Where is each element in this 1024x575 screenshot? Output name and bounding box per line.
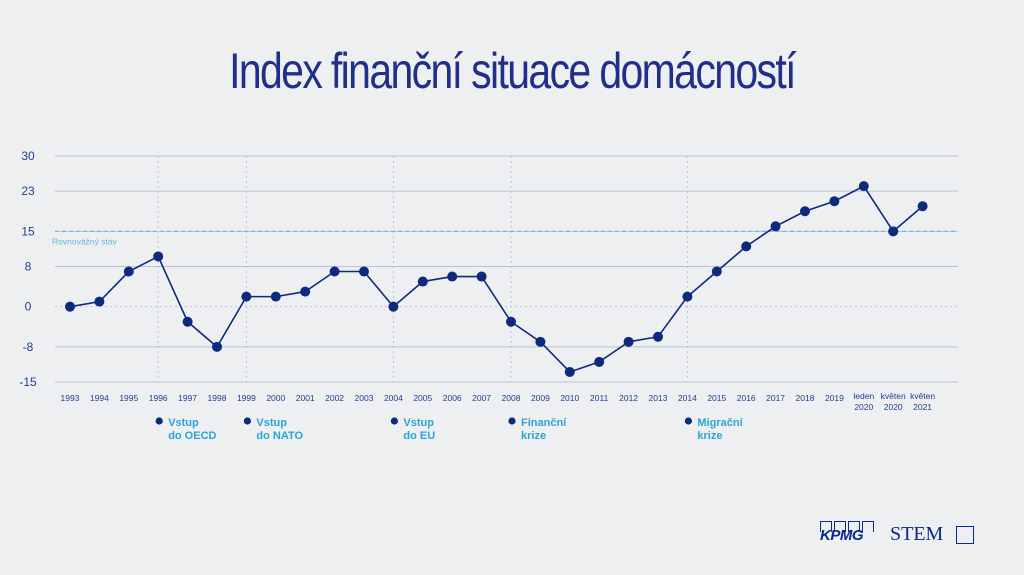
event-marker: [243, 417, 251, 425]
x-tick-label: 2020: [884, 402, 903, 412]
x-tick-label: 2008: [502, 393, 521, 403]
data-point: [182, 316, 193, 327]
data-point: [623, 336, 634, 347]
event-label: Vstup: [168, 417, 199, 429]
x-tick-label: 2020: [854, 402, 873, 412]
x-tick-label: 2000: [266, 393, 285, 403]
data-point: [682, 291, 693, 302]
x-tick-label: 1999: [237, 393, 256, 403]
data-point: [594, 356, 605, 367]
event-marker: [508, 417, 516, 425]
data-point: [770, 221, 781, 232]
y-tick-label: 15: [21, 224, 35, 238]
y-tick-label: -8: [23, 340, 34, 354]
data-point: [741, 241, 752, 252]
x-tick-label: 1998: [208, 393, 227, 403]
data-point: [359, 266, 369, 277]
data-point: [94, 296, 105, 307]
y-tick-label: 8: [25, 259, 32, 273]
data-point: [476, 271, 487, 282]
x-tick-label: 2013: [649, 393, 668, 403]
x-tick-label: 2017: [766, 393, 785, 403]
data-point: [858, 181, 869, 192]
data-point: [300, 286, 311, 297]
data-point: [212, 341, 222, 352]
data-point: [506, 316, 516, 327]
y-tick-label: -15: [19, 375, 37, 389]
kpmg-logo: KPMG: [820, 521, 876, 545]
data-point: [535, 336, 546, 347]
stem-logo-mark: [956, 526, 974, 544]
event-label: do OECD: [168, 430, 216, 442]
x-tick-label: 2015: [707, 393, 726, 403]
event-label: Migrační: [697, 417, 743, 429]
data-point: [447, 271, 458, 282]
data-point: [711, 266, 722, 277]
x-tick-label: 2005: [413, 393, 432, 403]
x-tick-label: leden: [853, 391, 874, 401]
event-label: krize: [697, 430, 722, 442]
stem-logo: STEM: [890, 523, 944, 545]
x-tick-label: 2007: [472, 393, 491, 403]
x-tick-label: 2012: [619, 393, 638, 403]
x-tick-label: 2016: [737, 393, 756, 403]
x-tick-label: 2010: [560, 393, 579, 403]
event-label: Vstup: [256, 417, 287, 429]
x-tick-label: 2011: [590, 393, 609, 403]
series-line: [69, 185, 924, 373]
x-tick-label: 2004: [384, 393, 403, 403]
x-tick-label: 1996: [149, 393, 168, 403]
event-label: do EU: [403, 430, 435, 442]
y-tick-label: 0: [25, 300, 32, 314]
event-label: krize: [521, 430, 546, 442]
x-tick-label: 1993: [61, 393, 80, 403]
data-point: [153, 251, 164, 262]
data-point: [888, 226, 899, 237]
event-marker: [155, 417, 163, 425]
x-tick-label: 2018: [796, 393, 815, 403]
y-tick-label: 23: [21, 184, 35, 198]
data-point: [241, 291, 252, 302]
data-point: [564, 366, 575, 377]
x-tick-label: 2001: [296, 393, 315, 403]
data-point: [270, 291, 281, 302]
reference-label: Rovnovážný stav: [52, 236, 117, 246]
chart-title: Index finanční situace domácností: [229, 43, 796, 99]
data-point: [653, 331, 663, 342]
data-point: [388, 301, 399, 312]
data-point: [800, 206, 810, 217]
event-label: Vstup: [403, 417, 434, 429]
event-marker: [390, 417, 398, 425]
x-tick-label: 1995: [119, 393, 138, 403]
x-tick-label: 1994: [90, 393, 109, 403]
x-tick-label: 2002: [325, 393, 344, 403]
event-label: Finanční: [521, 417, 567, 429]
x-tick-label: 1997: [178, 393, 197, 403]
data-point: [417, 276, 428, 287]
x-tick-label: 2021: [913, 402, 932, 412]
x-tick-label: 2006: [443, 393, 462, 403]
x-tick-label: 2003: [355, 393, 374, 403]
data-point: [917, 201, 928, 212]
x-tick-label: 2019: [825, 393, 844, 403]
x-tick-label: 2009: [531, 393, 550, 403]
data-point: [829, 196, 840, 207]
event-marker: [684, 417, 693, 425]
data-point: [65, 301, 75, 312]
y-tick-label: 30: [21, 149, 35, 163]
event-label: do NATO: [256, 430, 303, 442]
data-point: [123, 266, 134, 277]
x-tick-label: 2014: [678, 393, 697, 403]
kpmg-logo-text: KPMG: [820, 527, 864, 544]
x-tick-label: květen: [910, 391, 935, 401]
x-tick-label: květen: [881, 391, 906, 401]
data-point: [329, 266, 340, 277]
